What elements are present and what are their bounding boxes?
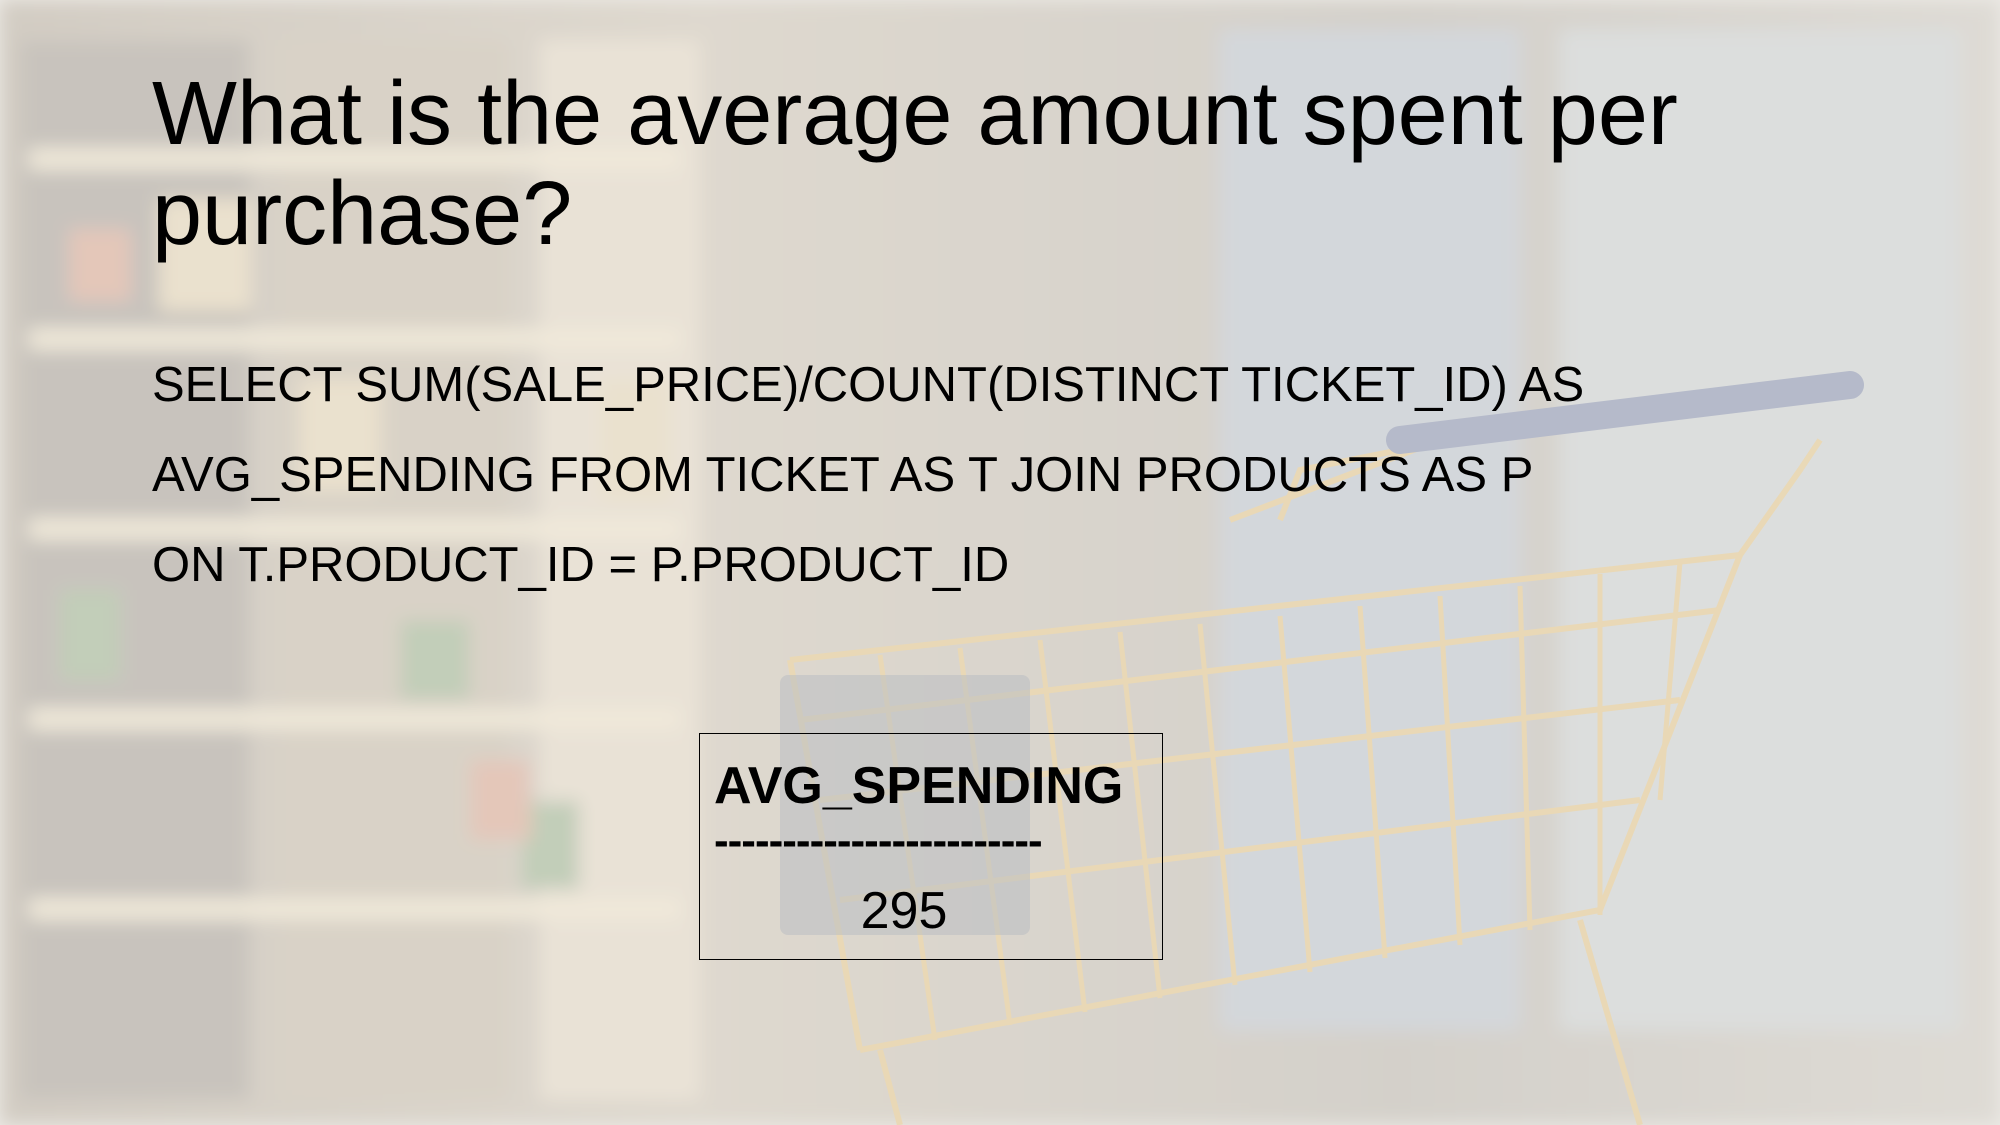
sql-query: SELECT SUM(SALE_PRICE)/COUNT(DISTINCT TI… [152, 340, 1852, 610]
result-value: 295 [860, 882, 948, 940]
sql-query-line: AVG_SPENDING FROM TICKET AS T JOIN PRODU… [152, 448, 1534, 502]
query-result-box: AVG_SPENDING ------------------------ 29… [699, 733, 1163, 960]
sql-query-line: SELECT SUM(SALE_PRICE)/COUNT(DISTINCT TI… [152, 358, 1585, 412]
page-title: What is the average amount spent per pur… [152, 64, 1678, 264]
result-separator: ------------------------ [714, 816, 1043, 865]
result-column-header: AVG_SPENDING [714, 757, 1124, 815]
sql-query-line: ON T.PRODUCT_ID = P.PRODUCT_ID [152, 538, 1010, 592]
